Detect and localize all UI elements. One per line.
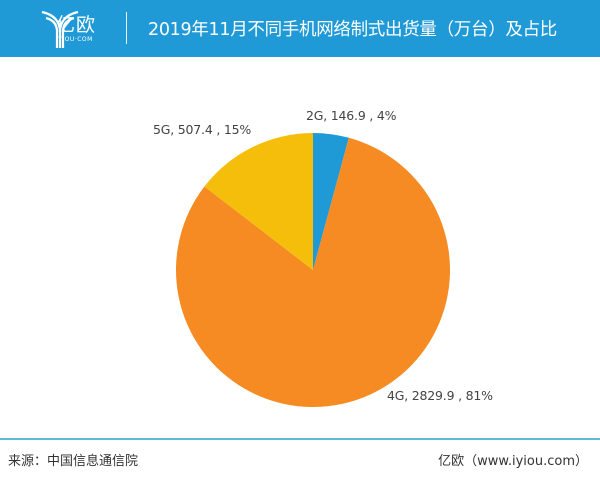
header-divider [126,12,127,44]
site-credit: 亿欧（www.iyiou.com） [438,454,588,469]
label-5g: 5G, 507.4 , 15% [153,122,252,137]
slice-2g [313,133,349,270]
label-2g: 2G, 146.9 , 4% [306,108,397,123]
source-text: 来源：中国信息通信院 [8,454,139,469]
logo-text: 亿欧 [56,14,97,36]
footer-divider [0,438,600,440]
slice-5g [204,133,313,270]
yiou-logo-icon [41,10,79,48]
slice-4g [175,137,450,407]
header-banner: 亿欧 IYIOU·COM 2019年11月不同手机网络制式出货量（万台）及占比 [0,0,600,57]
label-4g: 4G, 2829.9 , 81% [387,388,493,403]
chart-title: 2019年11月不同手机网络制式出货量（万台）及占比 [148,20,558,40]
logo-subtext: IYIOU·COM [56,36,93,43]
